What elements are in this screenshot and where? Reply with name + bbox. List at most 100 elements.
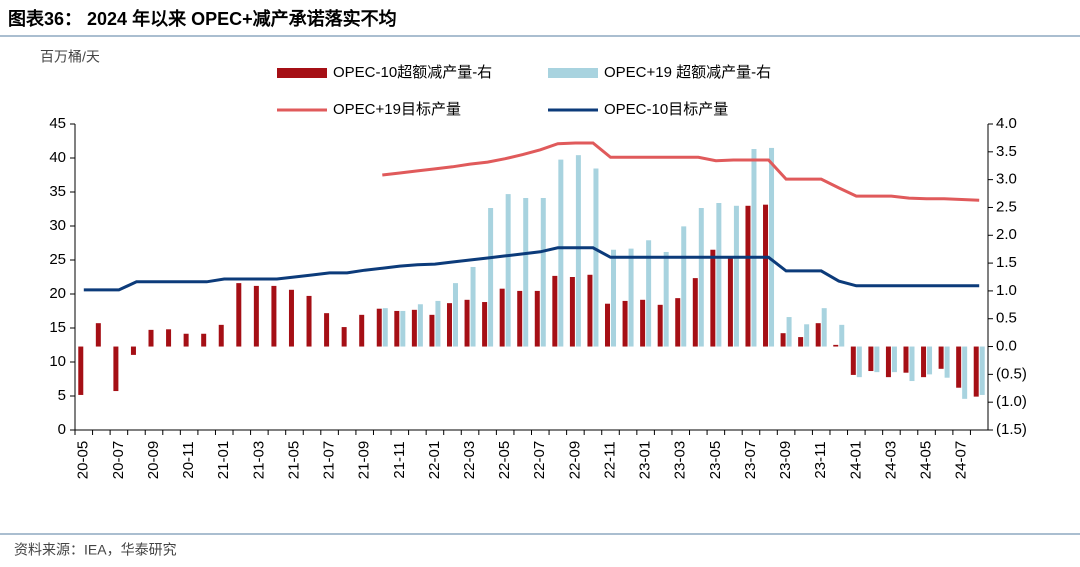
bar xyxy=(376,308,382,347)
bar xyxy=(885,346,891,378)
y-tick-label: 15 xyxy=(49,319,66,336)
bar xyxy=(306,295,312,347)
bar xyxy=(780,333,786,347)
bar xyxy=(201,333,207,347)
x-tick-label: 23-09 xyxy=(777,441,794,479)
y2-tick-label: (1.0) xyxy=(996,393,1027,410)
bar xyxy=(166,329,172,347)
line xyxy=(83,246,980,292)
legend-label: OPEC+19目标产量 xyxy=(333,101,461,118)
bar xyxy=(891,346,897,373)
bar xyxy=(663,251,669,347)
x-tick-label: 22-03 xyxy=(461,441,478,479)
bar xyxy=(446,303,452,347)
bar xyxy=(657,304,663,347)
bar xyxy=(716,203,722,347)
bar xyxy=(938,346,944,369)
legend-label: OPEC-10目标产量 xyxy=(604,101,728,118)
bar xyxy=(903,346,909,373)
bar xyxy=(856,346,862,378)
bar xyxy=(733,205,739,347)
y-tick-label: 25 xyxy=(49,251,66,268)
bar xyxy=(804,324,810,347)
bar xyxy=(798,337,804,347)
bar xyxy=(681,226,687,347)
bar xyxy=(956,346,962,388)
bar xyxy=(675,298,681,347)
bar xyxy=(622,300,628,347)
bar xyxy=(727,256,733,347)
x-tick-label: 21-03 xyxy=(250,441,267,479)
bar xyxy=(148,329,154,347)
bar xyxy=(394,310,400,347)
bar xyxy=(874,346,880,373)
bar xyxy=(324,313,330,347)
bar xyxy=(540,197,546,347)
bar xyxy=(710,249,716,347)
bar xyxy=(288,289,294,347)
y2-tick-label: (1.5) xyxy=(996,421,1027,438)
y-tick-label: 40 xyxy=(49,149,66,166)
bar xyxy=(505,194,511,347)
bar xyxy=(359,314,365,347)
bar xyxy=(429,314,435,347)
bar xyxy=(534,290,540,347)
y2-tick-label: 3.0 xyxy=(996,171,1017,188)
bar xyxy=(523,197,529,347)
bar xyxy=(909,346,915,382)
bar xyxy=(236,283,242,347)
bar xyxy=(698,208,704,347)
y2-tick-label: 1.5 xyxy=(996,254,1017,271)
bar xyxy=(815,323,821,347)
legend-swatch xyxy=(277,68,327,78)
bar xyxy=(593,168,599,347)
bar xyxy=(786,317,792,347)
y-tick-label: 0 xyxy=(58,421,66,438)
y-tick-label: 30 xyxy=(49,217,66,234)
x-tick-label: 23-11 xyxy=(812,441,829,478)
bar xyxy=(868,346,874,372)
x-tick-label: 20-07 xyxy=(110,441,127,479)
y-axis-label: 百万桶/天 xyxy=(40,49,100,65)
bar xyxy=(417,304,423,347)
x-tick-label: 20-11 xyxy=(180,441,197,478)
x-tick-label: 22-11 xyxy=(601,441,618,478)
bar xyxy=(973,346,979,397)
bar xyxy=(470,266,476,347)
bar xyxy=(646,240,652,347)
bar xyxy=(411,309,417,347)
bar xyxy=(628,248,634,347)
x-tick-label: 24-01 xyxy=(847,441,864,479)
x-tick-label: 23-05 xyxy=(707,441,724,479)
bar xyxy=(499,288,505,347)
bar xyxy=(745,205,751,347)
bar xyxy=(558,159,564,347)
source: 资料来源：IEA，华泰研究 xyxy=(14,542,177,558)
legend-label: OPEC+19 超额减产量-右 xyxy=(604,64,771,81)
bar xyxy=(833,344,839,347)
bar xyxy=(979,346,985,395)
y-tick-label: 35 xyxy=(49,183,66,200)
bar xyxy=(113,346,119,392)
bar xyxy=(569,277,575,347)
bar xyxy=(253,285,259,347)
bar xyxy=(78,346,84,395)
bar xyxy=(769,147,775,347)
bar xyxy=(183,333,189,347)
x-tick-label: 20-09 xyxy=(145,441,162,479)
y2-tick-label: 0.0 xyxy=(996,338,1017,355)
y-tick-label: 10 xyxy=(49,353,66,370)
bar xyxy=(464,299,470,347)
line xyxy=(382,141,980,202)
bar xyxy=(640,299,646,347)
bar xyxy=(751,149,757,347)
y2-tick-label: 4.0 xyxy=(996,115,1017,132)
bar xyxy=(763,204,769,347)
bar xyxy=(587,274,593,347)
y2-tick-label: 2.0 xyxy=(996,226,1017,243)
y-tick-label: 20 xyxy=(49,285,66,302)
y2-tick-label: 2.5 xyxy=(996,198,1017,215)
bar xyxy=(962,346,968,399)
bar xyxy=(575,155,581,347)
